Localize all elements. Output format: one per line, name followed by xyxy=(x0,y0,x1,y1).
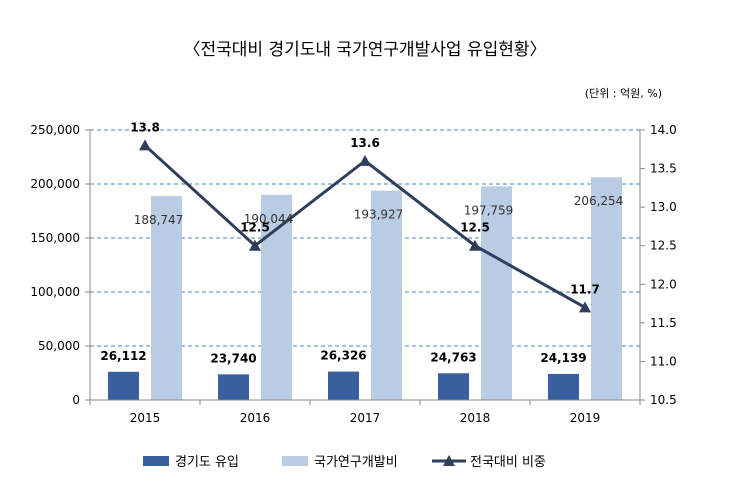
bar-gyeonggi xyxy=(548,373,579,400)
legend-label-ratio: 전국대비 비중 xyxy=(470,455,546,470)
ratio-marker xyxy=(249,239,261,251)
x-tick-label: 2015 xyxy=(130,411,161,425)
data-label-gyeonggi: 26,112 xyxy=(100,349,146,363)
data-label-national: 193,927 xyxy=(354,208,404,222)
y-left-tick-label: 100,000 xyxy=(30,285,80,299)
data-label-gyeonggi: 26,326 xyxy=(320,349,366,363)
bar-gyeonggi xyxy=(438,373,469,400)
bar-national xyxy=(591,177,622,400)
chart-title: 〈전국대비 경기도내 국가연구개발사업 유입현황〉 xyxy=(183,40,546,60)
x-tick-label: 2019 xyxy=(570,411,601,425)
ratio-marker xyxy=(359,154,371,166)
data-labels: 26,112 188,747 23,740 190,044 26,326 193,927 2… xyxy=(100,120,623,365)
bar-gyeonggi xyxy=(328,371,359,400)
ratio-marker xyxy=(139,139,151,151)
data-label-ratio: 13.6 xyxy=(350,136,380,150)
y-right-tick-label: 13.0 xyxy=(650,200,677,214)
legend-label-national: 국가연구개발비 xyxy=(314,455,398,470)
bar-national xyxy=(481,186,512,400)
ratio-line-path xyxy=(143,144,586,309)
y-left-tick-label: 0 xyxy=(72,393,80,407)
y-left-tick-label: 250,000 xyxy=(30,123,80,137)
ratio-line xyxy=(139,139,591,313)
data-label-ratio: 12.5 xyxy=(460,221,490,235)
y-right-tick-label: 10.5 xyxy=(650,393,677,407)
data-label-national: 206,254 xyxy=(574,194,624,208)
y-right-tick-label: 13.5 xyxy=(650,162,677,176)
axes: 0 50,000 100,000 150,000 200,000 250,000 10.5 1… xyxy=(30,123,676,425)
data-label-ratio: 11.7 xyxy=(570,282,600,296)
bar-national xyxy=(371,190,402,400)
bar-gyeonggi xyxy=(108,371,139,400)
y-left-tick-label: 50,000 xyxy=(38,339,80,353)
x-tick-label: 2016 xyxy=(240,411,271,425)
y-right-tick-label: 11.5 xyxy=(650,316,677,330)
data-label-national: 190,044 xyxy=(244,212,294,226)
data-label-gyeonggi: 24,139 xyxy=(540,351,586,365)
ratio-marker xyxy=(469,239,481,251)
legend: 경기도 유입 국가연구개발비 전국대비 비중 xyxy=(143,455,546,470)
y-left-tick-label: 150,000 xyxy=(30,231,80,245)
y-left-tick-label: 200,000 xyxy=(30,177,80,191)
x-tick-label: 2018 xyxy=(460,411,491,425)
data-label-ratio: 13.8 xyxy=(130,120,160,134)
legend-swatch-national xyxy=(282,456,308,466)
y-right-tick-label: 12.5 xyxy=(650,239,677,253)
bars xyxy=(108,177,622,400)
legend-swatch-ratio-marker xyxy=(443,455,455,466)
data-label-gyeonggi: 24,763 xyxy=(430,350,476,364)
data-label-national: 188,747 xyxy=(134,213,184,227)
unit-note: (단위 : 억원, %) xyxy=(585,87,662,100)
bar-national xyxy=(151,196,182,400)
legend-swatch-gyeonggi xyxy=(143,456,169,466)
data-label-national: 197,759 xyxy=(464,203,514,217)
bar-gyeonggi xyxy=(218,374,249,400)
legend-label-gyeonggi: 경기도 유입 xyxy=(175,455,239,470)
data-label-gyeonggi: 23,740 xyxy=(210,351,256,365)
ratio-marker xyxy=(579,301,591,313)
x-tick-label: 2017 xyxy=(350,411,381,425)
y-right-tick-label: 14.0 xyxy=(650,123,677,137)
data-label-ratio: 12.5 xyxy=(240,221,270,235)
y-right-tick-label: 11.0 xyxy=(650,354,677,368)
y-right-tick-label: 12.0 xyxy=(650,277,677,291)
